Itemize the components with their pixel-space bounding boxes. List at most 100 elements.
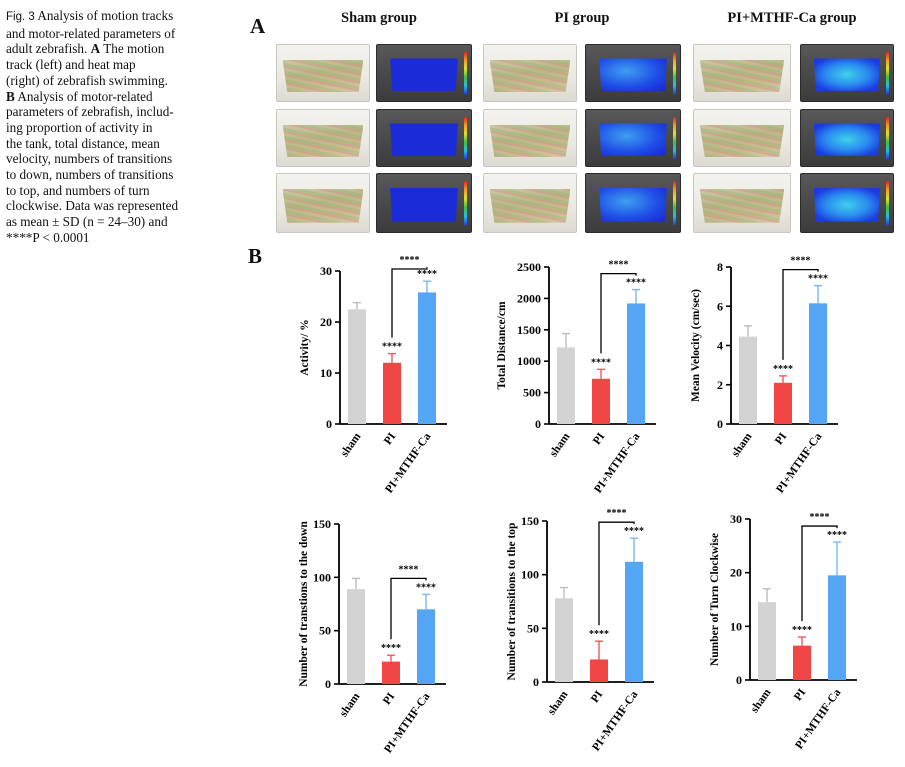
chart2-sig-mthf: ****: [626, 278, 646, 289]
chart5-sig-pi: ****: [589, 629, 609, 640]
track-image-mthf-2: [693, 109, 791, 167]
heatmap-image-sham-3: [376, 173, 472, 233]
chart4-y-tick-label: 150: [313, 517, 331, 531]
group-title-mthf: PI+MTHF-Ca group: [727, 10, 857, 26]
chart4-y-tick-label: 100: [313, 570, 331, 584]
chart6-bar-1: [758, 602, 776, 680]
track-image-sham-1: [276, 44, 370, 102]
chart1-sig-mthf: ****: [417, 269, 437, 280]
chart2-category-label: sham: [548, 430, 573, 459]
chart2-bar-2: [592, 378, 610, 424]
panel-a-letter: A: [250, 14, 266, 38]
group-title-sham: Sham group: [341, 10, 417, 26]
caption-text: velocity, numbers of transitions: [6, 151, 173, 167]
chart1-y-tick-label: 30: [320, 264, 332, 278]
caption-text: Analysis of motor-related: [17, 88, 153, 104]
caption-text: (right) of zebrafish swimming.: [6, 72, 168, 88]
heatmap-image-mthf-2: [800, 109, 894, 167]
track-image-mthf-1: [693, 44, 791, 102]
chart6-y-tick-label: 20: [730, 566, 742, 580]
chart6-sig-bracket-label: ****: [810, 512, 830, 523]
chart5-y-tick-label: 150: [521, 514, 539, 528]
chart6-y-tick-label: 30: [730, 512, 742, 526]
track-image-sham-3: [276, 173, 370, 233]
chart3-bar-3: [809, 303, 827, 424]
chart3-y-tick-label: 8: [717, 260, 723, 274]
chart5-y-tick-label: 0: [533, 675, 539, 689]
caption-text: clockwise. Data was represented: [6, 198, 179, 214]
chart6-sig-pi: ****: [792, 625, 812, 636]
chart2-sig-bracket-label: ****: [609, 260, 629, 271]
panel-b-letter: B: [248, 244, 263, 268]
chart5-bar-1: [555, 598, 573, 682]
chart5-category-label: sham: [546, 688, 571, 717]
chart1-category-label: PI: [382, 430, 399, 447]
chart3-y-tick-label: 4: [717, 339, 723, 353]
chart5-category-label: PI: [589, 688, 606, 705]
chart2-y-tick-label: 2500: [517, 260, 541, 274]
heatmap-image-pi-2: [585, 109, 681, 167]
caption-text: parameters of zebrafish, includ-: [6, 104, 174, 120]
chart4-bar-2: [382, 661, 400, 684]
chart3-bar-1: [739, 336, 757, 424]
chart1-sig-bracket-label: ****: [400, 255, 420, 266]
chart2-y-tick-label: 2000: [517, 291, 541, 305]
chart2-sig-pi: ****: [591, 357, 611, 368]
chart6-category-label: sham: [749, 686, 774, 715]
chart6-bar-3: [828, 575, 846, 680]
chart3-sig-pi: ****: [773, 364, 793, 375]
chart4-y-axis-label: Number of transtions to the down: [298, 521, 310, 687]
chart3-y-tick-label: 6: [717, 299, 723, 313]
chart2-y-tick-label: 1000: [517, 354, 541, 368]
caption-text: to down, numbers of transitions: [6, 167, 174, 183]
track-image-pi-1: [483, 44, 577, 102]
chart1-bar-1: [348, 309, 366, 424]
track-image-sham-2: [276, 109, 370, 167]
track-image-pi-3: [483, 173, 577, 233]
chart4-y-tick-label: 50: [319, 624, 331, 638]
caption-text: adult zebrafish.: [6, 41, 88, 57]
caption-letter-b: B: [6, 88, 15, 104]
chart2-y-tick-label: 0: [535, 417, 541, 431]
chart1-y-axis-label: Activity/ %: [299, 319, 311, 376]
chart4-category-label: PI: [381, 690, 398, 707]
chart6-y-tick-label: 0: [736, 673, 742, 687]
chart4-bar-3: [417, 609, 435, 684]
chart3-y-tick-label: 2: [717, 378, 723, 392]
caption-text: the tank, total distance, mean: [6, 135, 160, 151]
chart4-sig-bracket-label: ****: [399, 564, 419, 575]
chart3-sig-mthf: ****: [808, 274, 828, 285]
figure-caption: Fig. 3 Analysis of motion tracks and mot…: [6, 8, 236, 246]
chart1-sig-pi: ****: [382, 342, 402, 353]
caption-text: ****P < 0.0001: [6, 229, 90, 245]
chart5-y-tick-label: 50: [527, 621, 539, 635]
chart5-y-axis-label: Number of transitions to the top: [506, 523, 518, 681]
track-image-pi-2: [483, 109, 577, 167]
chart2-sig-bracket: [600, 272, 637, 354]
heatmap-image-sham-2: [376, 109, 472, 167]
chart4-sig-pi: ****: [381, 643, 401, 654]
track-image-mthf-3: [693, 173, 791, 233]
chart5-bar-2: [590, 659, 608, 682]
heatmap-image-mthf-3: [800, 173, 894, 233]
caption-text: and motor-related parameters of: [6, 25, 176, 41]
chart5-y-tick-label: 100: [521, 568, 539, 582]
chart6-y-axis-label: Number of Turn Clockwise: [709, 533, 721, 666]
chart5-sig-bracket-label: ****: [607, 508, 627, 519]
chart3-category-label: sham: [730, 430, 755, 459]
chart1-bar-2: [383, 362, 401, 424]
heatmap-image-pi-1: [585, 44, 681, 102]
chart6-y-tick-label: 10: [730, 619, 742, 633]
chart2-bar-1: [557, 347, 575, 424]
caption-text: The motion: [103, 41, 165, 57]
chart1-sig-bracket: [391, 267, 428, 338]
chart5-sig-bracket: [598, 521, 635, 626]
chart2-y-axis-label: Total Distance/cm: [496, 301, 508, 389]
chart3-sig-bracket: [782, 268, 819, 360]
chart4-sig-mthf: ****: [416, 582, 436, 593]
chart2-y-tick-label: 500: [523, 386, 541, 400]
chart6-sig-bracket: [801, 525, 838, 622]
chart4-y-tick-label: 0: [325, 677, 331, 691]
caption-letter-a: A: [90, 41, 101, 57]
chart4-sig-bracket: [390, 577, 427, 640]
